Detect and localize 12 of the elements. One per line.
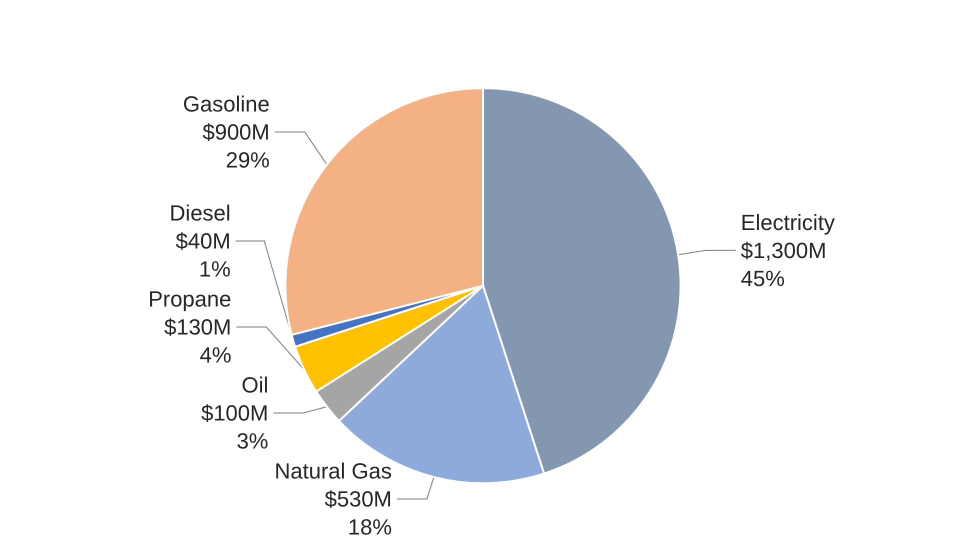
slice-label: Gasoline	[182, 91, 270, 116]
slice-label: Natural Gas	[274, 458, 392, 484]
slice-label: Diesel	[170, 200, 231, 226]
data-label: $1,300M 45%	[740, 238, 826, 291]
data-label: $100M 3%	[201, 400, 268, 454]
slice-label: Oil	[241, 372, 268, 398]
slice-label: Propane	[148, 286, 232, 312]
data-label: $900M 29%	[202, 119, 270, 172]
data-label: $130M 4%	[164, 314, 232, 368]
data-label: $530M 18%	[324, 486, 392, 540]
data-label: $40M 1%	[176, 228, 231, 282]
slice-label: Electricity	[740, 210, 835, 235]
